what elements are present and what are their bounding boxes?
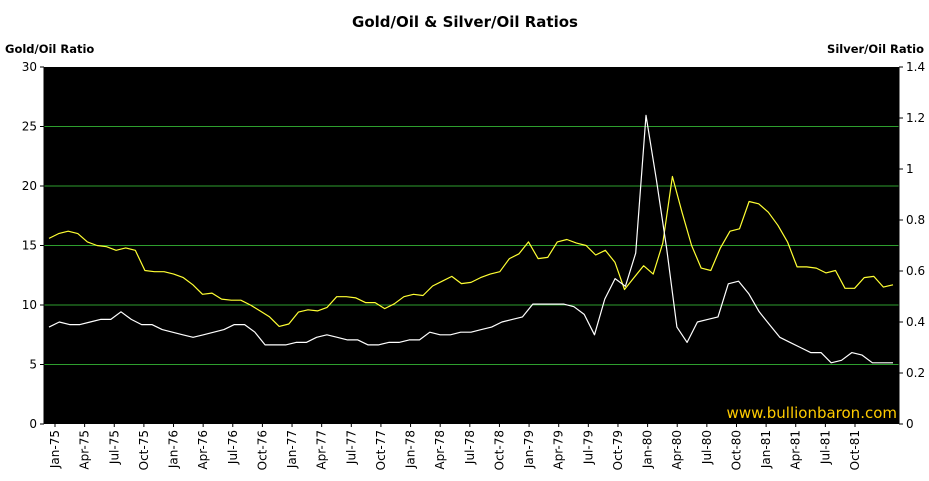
right-tick-label: 0.4 xyxy=(906,315,925,329)
x-tick-label: Apr-81 xyxy=(789,430,803,470)
x-tick-label: Apr-76 xyxy=(196,430,210,470)
x-tick-label: Jul-75 xyxy=(107,430,121,465)
right-tick-label: 1 xyxy=(906,162,914,176)
left-tick-label: 10 xyxy=(22,298,37,312)
x-tick-label: Oct-77 xyxy=(374,430,388,470)
x-tick-label: Oct-81 xyxy=(848,430,862,470)
left-tick-label: 15 xyxy=(22,239,37,253)
x-tick-label: Jul-79 xyxy=(581,430,595,465)
right-tick-label: 1.4 xyxy=(906,60,925,74)
right-axis: 0 0.2 0.4 0.6 0.8 1 1.2 1.4 xyxy=(898,60,925,431)
x-tick-label: Jan-75 xyxy=(48,430,62,469)
right-tick-label: 0 xyxy=(906,417,914,431)
left-axis-title: Gold/Oil Ratio xyxy=(5,42,94,56)
x-tick-label: Jul-80 xyxy=(700,430,714,465)
x-tick-label: Apr-79 xyxy=(552,430,566,470)
x-tick-label: Jan-81 xyxy=(759,430,773,469)
x-tick-label: Jan-78 xyxy=(404,430,418,469)
x-tick-label: Apr-80 xyxy=(670,430,684,470)
x-tick-label: Jan-77 xyxy=(285,430,299,469)
x-tick-label: Oct-76 xyxy=(255,430,269,470)
gridlines xyxy=(44,126,899,365)
right-tick-label: 0.2 xyxy=(906,366,925,380)
x-tick-label: Apr-77 xyxy=(315,430,329,470)
x-tick-label: Oct-78 xyxy=(492,430,506,470)
gold-oil-series-line xyxy=(48,175,894,327)
left-tick-label: 20 xyxy=(22,179,37,193)
series-group xyxy=(48,114,894,364)
x-tick-label: Oct-80 xyxy=(729,430,743,470)
right-axis-title: Silver/Oil Ratio xyxy=(827,42,924,56)
x-tick-label: Jan-76 xyxy=(167,430,181,469)
watermark: www.bullionbaron.com xyxy=(727,404,897,422)
left-tick-label: 25 xyxy=(22,120,37,134)
right-tick-label: 0.6 xyxy=(906,264,925,278)
x-tick-label: Apr-78 xyxy=(433,430,447,470)
x-tick-label: Jul-76 xyxy=(226,430,240,465)
x-tick-label: Jan-80 xyxy=(641,430,655,469)
x-tick-label: Jan-79 xyxy=(522,430,536,469)
x-tick-label: Apr-75 xyxy=(78,430,92,470)
x-tick-label: Oct-75 xyxy=(137,430,151,470)
left-tick-label: 30 xyxy=(22,60,37,74)
x-tick-label: Jul-78 xyxy=(463,430,477,465)
right-tick-label: 1.2 xyxy=(906,111,925,125)
x-tick-label: Jul-81 xyxy=(818,430,832,465)
silver-oil-series-line xyxy=(48,114,893,364)
left-axis: 0 5 10 15 20 25 30 xyxy=(22,60,45,431)
x-tick-label: Jul-77 xyxy=(344,430,358,465)
left-tick-label: 0 xyxy=(29,417,37,431)
x-tick-label: Oct-79 xyxy=(611,430,625,470)
right-tick-label: 0.8 xyxy=(906,213,925,227)
chart-title: Gold/Oil & Silver/Oil Ratios xyxy=(352,13,578,31)
x-axis: Jan-75 Apr-75 Jul-75 Oct-75 Jan-76 Apr-76 Jul-… xyxy=(48,424,862,470)
left-tick-label: 5 xyxy=(29,358,37,372)
